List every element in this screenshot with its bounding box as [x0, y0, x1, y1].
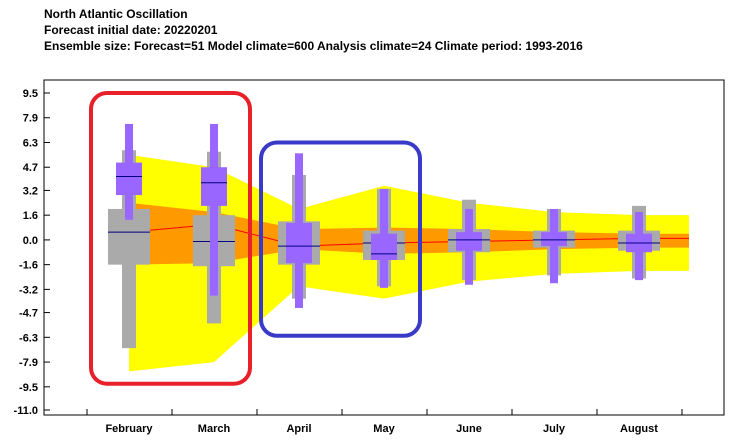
- chart-subtitle: Forecast initial date: 20220201: [44, 23, 218, 37]
- forecast-iqr-box: [201, 167, 227, 206]
- x-tick-label-may: May: [373, 423, 395, 435]
- axes: 9.5 7.9 6.3 4.7 3.2 1.6 0.0 -1.6 -3.2 -4.7 -6.3 -7.…: [14, 88, 683, 435]
- y-tick-label: -9.5: [19, 382, 38, 394]
- forecast-box-february: [116, 123, 142, 220]
- forecast-iqr-box: [371, 233, 397, 261]
- x-tick-label-august: August: [620, 423, 658, 435]
- y-tick-label: 4.7: [23, 162, 38, 174]
- forecast-iqr-box: [116, 162, 142, 196]
- y-tick-label: 0.0: [23, 235, 38, 247]
- y-tick-label: 3.2: [23, 185, 38, 197]
- x-tick-label-march: March: [198, 423, 231, 435]
- y-tick-label: 7.9: [23, 113, 38, 125]
- forecast-whisker: [550, 208, 558, 284]
- forecast-whisker: [210, 123, 218, 296]
- highlight-frames: [89, 91, 422, 386]
- x-tick-label-july: July: [543, 423, 566, 435]
- chart-header: North Atlantic Oscillation Forecast init…: [44, 6, 583, 54]
- y-tick-label: 1.6: [23, 210, 38, 222]
- forecast-box-april: [286, 153, 312, 308]
- x-tick-label-june: June: [456, 423, 482, 435]
- y-tick-label: -3.2: [19, 284, 38, 296]
- chart-ensemble-info: Ensemble size: Forecast=51 Model climate…: [44, 39, 583, 53]
- forecast-iqr-box: [456, 232, 482, 251]
- y-tick-label: -4.7: [19, 308, 38, 320]
- y-tick-label: -11.0: [14, 405, 38, 417]
- forecast-box-august: [626, 212, 652, 281]
- y-tick-label: 6.3: [23, 137, 38, 149]
- y-tick-label: -7.9: [19, 357, 38, 369]
- forecast-box-july: [541, 208, 567, 284]
- forecast-box-june: [456, 208, 482, 285]
- forecast-box-may: [371, 188, 397, 288]
- x-tick-label-february: February: [105, 423, 153, 435]
- forecast-boxes: [116, 123, 652, 308]
- y-tick-label: -6.3: [19, 332, 38, 344]
- forecast-box-march: [201, 123, 227, 296]
- forecast-iqr-box: [286, 222, 312, 264]
- red-highlight: [89, 91, 252, 386]
- forecast-iqr-box: [541, 232, 567, 247]
- y-tick-label: 9.5: [23, 88, 38, 100]
- x-tick-label-april: April: [286, 423, 311, 435]
- y-tick-label: -1.6: [19, 260, 38, 272]
- climate-outer-band: [129, 154, 689, 372]
- chart-title: North Atlantic Oscillation: [44, 7, 188, 21]
- blue-highlight: [259, 140, 422, 338]
